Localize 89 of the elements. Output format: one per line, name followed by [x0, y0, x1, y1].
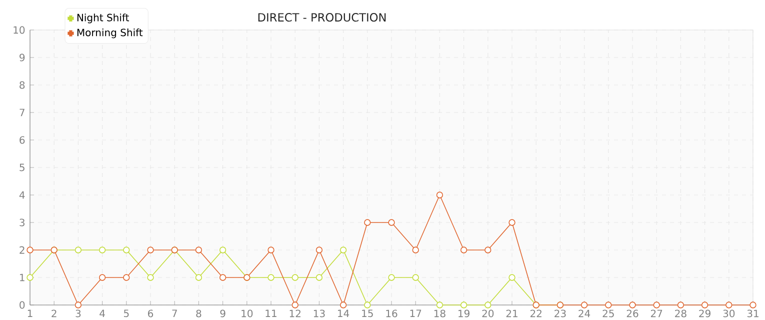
- point: [147, 274, 154, 281]
- x-tick-label: 23: [554, 310, 566, 318]
- point: [726, 302, 732, 308]
- point: [436, 302, 444, 308]
- legend-label: Night Shift: [77, 14, 129, 24]
- point: [26, 274, 34, 281]
- x-tick-label: 21: [506, 310, 518, 318]
- point: [750, 302, 756, 308]
- y-tick-label: 3: [20, 218, 24, 226]
- y-tick-label: 8: [20, 81, 25, 89]
- y-tick-label: 5: [20, 164, 24, 172]
- y-tick-label: 4: [19, 191, 25, 199]
- point: [316, 274, 323, 281]
- x-tick-label: 18: [434, 310, 446, 318]
- x-tick-label: 31: [747, 310, 758, 318]
- point: [605, 302, 612, 308]
- x-tick-label: 14: [338, 310, 350, 317]
- point: [292, 302, 298, 308]
- x-tick-label: 2: [52, 310, 56, 318]
- point: [364, 219, 371, 226]
- x-tick-label: 26: [626, 310, 638, 318]
- point: [388, 274, 395, 281]
- point: [364, 302, 371, 308]
- x-tick-label: 15: [362, 310, 373, 318]
- point: [98, 274, 106, 281]
- y-tick-label: 6: [20, 136, 25, 144]
- point: [460, 302, 468, 308]
- y-tick-label: 2: [20, 246, 24, 254]
- x-tick-label: 28: [675, 310, 686, 318]
- point: [74, 302, 82, 308]
- point: [629, 302, 636, 308]
- x-tick-label: 16: [386, 310, 398, 318]
- point: [412, 246, 419, 254]
- legend-label: Morning Shift: [77, 28, 143, 38]
- point: [508, 219, 516, 226]
- point: [436, 192, 444, 198]
- x-tick-label: 10: [242, 310, 253, 318]
- y-tick-label: 1: [20, 274, 24, 282]
- point: [195, 274, 202, 281]
- point: [580, 302, 588, 308]
- point: [147, 246, 154, 254]
- point: [98, 246, 106, 254]
- point: [316, 246, 323, 254]
- point: [123, 246, 130, 254]
- point: [123, 274, 130, 281]
- x-tick-label: 5: [124, 310, 129, 318]
- x-tick-label: 9: [220, 310, 226, 318]
- x-tick-label: 4: [100, 310, 105, 317]
- point: [677, 302, 684, 308]
- point: [460, 246, 468, 254]
- y-tick-label: 9: [20, 54, 25, 62]
- x-tick-label: 1: [28, 310, 32, 317]
- x-tick-label: 22: [530, 310, 542, 318]
- y-tick-label: 7: [20, 108, 24, 116]
- point: [484, 246, 492, 254]
- x-tick-label: 20: [482, 310, 494, 318]
- point: [701, 302, 708, 308]
- y-tick-label: 10: [14, 26, 25, 34]
- x-tick-label: 30: [723, 310, 735, 318]
- chart-title: DIRECT - PRODUCTION: [258, 13, 386, 22]
- x-tick-label: 13: [314, 310, 325, 318]
- x-tick-label: 8: [196, 310, 202, 318]
- point: [195, 246, 202, 254]
- point: [219, 246, 226, 254]
- point: [508, 274, 516, 281]
- point: [412, 274, 419, 281]
- point: [388, 219, 395, 226]
- point: [653, 302, 660, 308]
- point: [268, 274, 274, 281]
- x-tick-label: 11: [266, 310, 276, 317]
- y-tick-label: 0: [20, 301, 25, 309]
- point: [74, 246, 82, 254]
- x-tick-label: 19: [458, 310, 470, 318]
- x-tick-label: 29: [699, 310, 710, 318]
- point: [26, 246, 34, 254]
- point: [292, 274, 298, 281]
- x-tick-label: 17: [410, 310, 422, 317]
- point: [219, 274, 226, 281]
- point: [268, 246, 274, 254]
- x-tick-label: 6: [148, 310, 154, 318]
- x-tick-label: 24: [578, 310, 590, 318]
- x-tick-label: 3: [76, 310, 81, 318]
- x-tick-label: 27: [650, 310, 662, 318]
- x-tick-label: 7: [172, 310, 177, 317]
- x-tick-label: 25: [602, 310, 614, 318]
- point: [484, 302, 492, 308]
- point: [340, 246, 347, 254]
- point: [340, 302, 347, 308]
- x-tick-label: 12: [290, 310, 300, 318]
